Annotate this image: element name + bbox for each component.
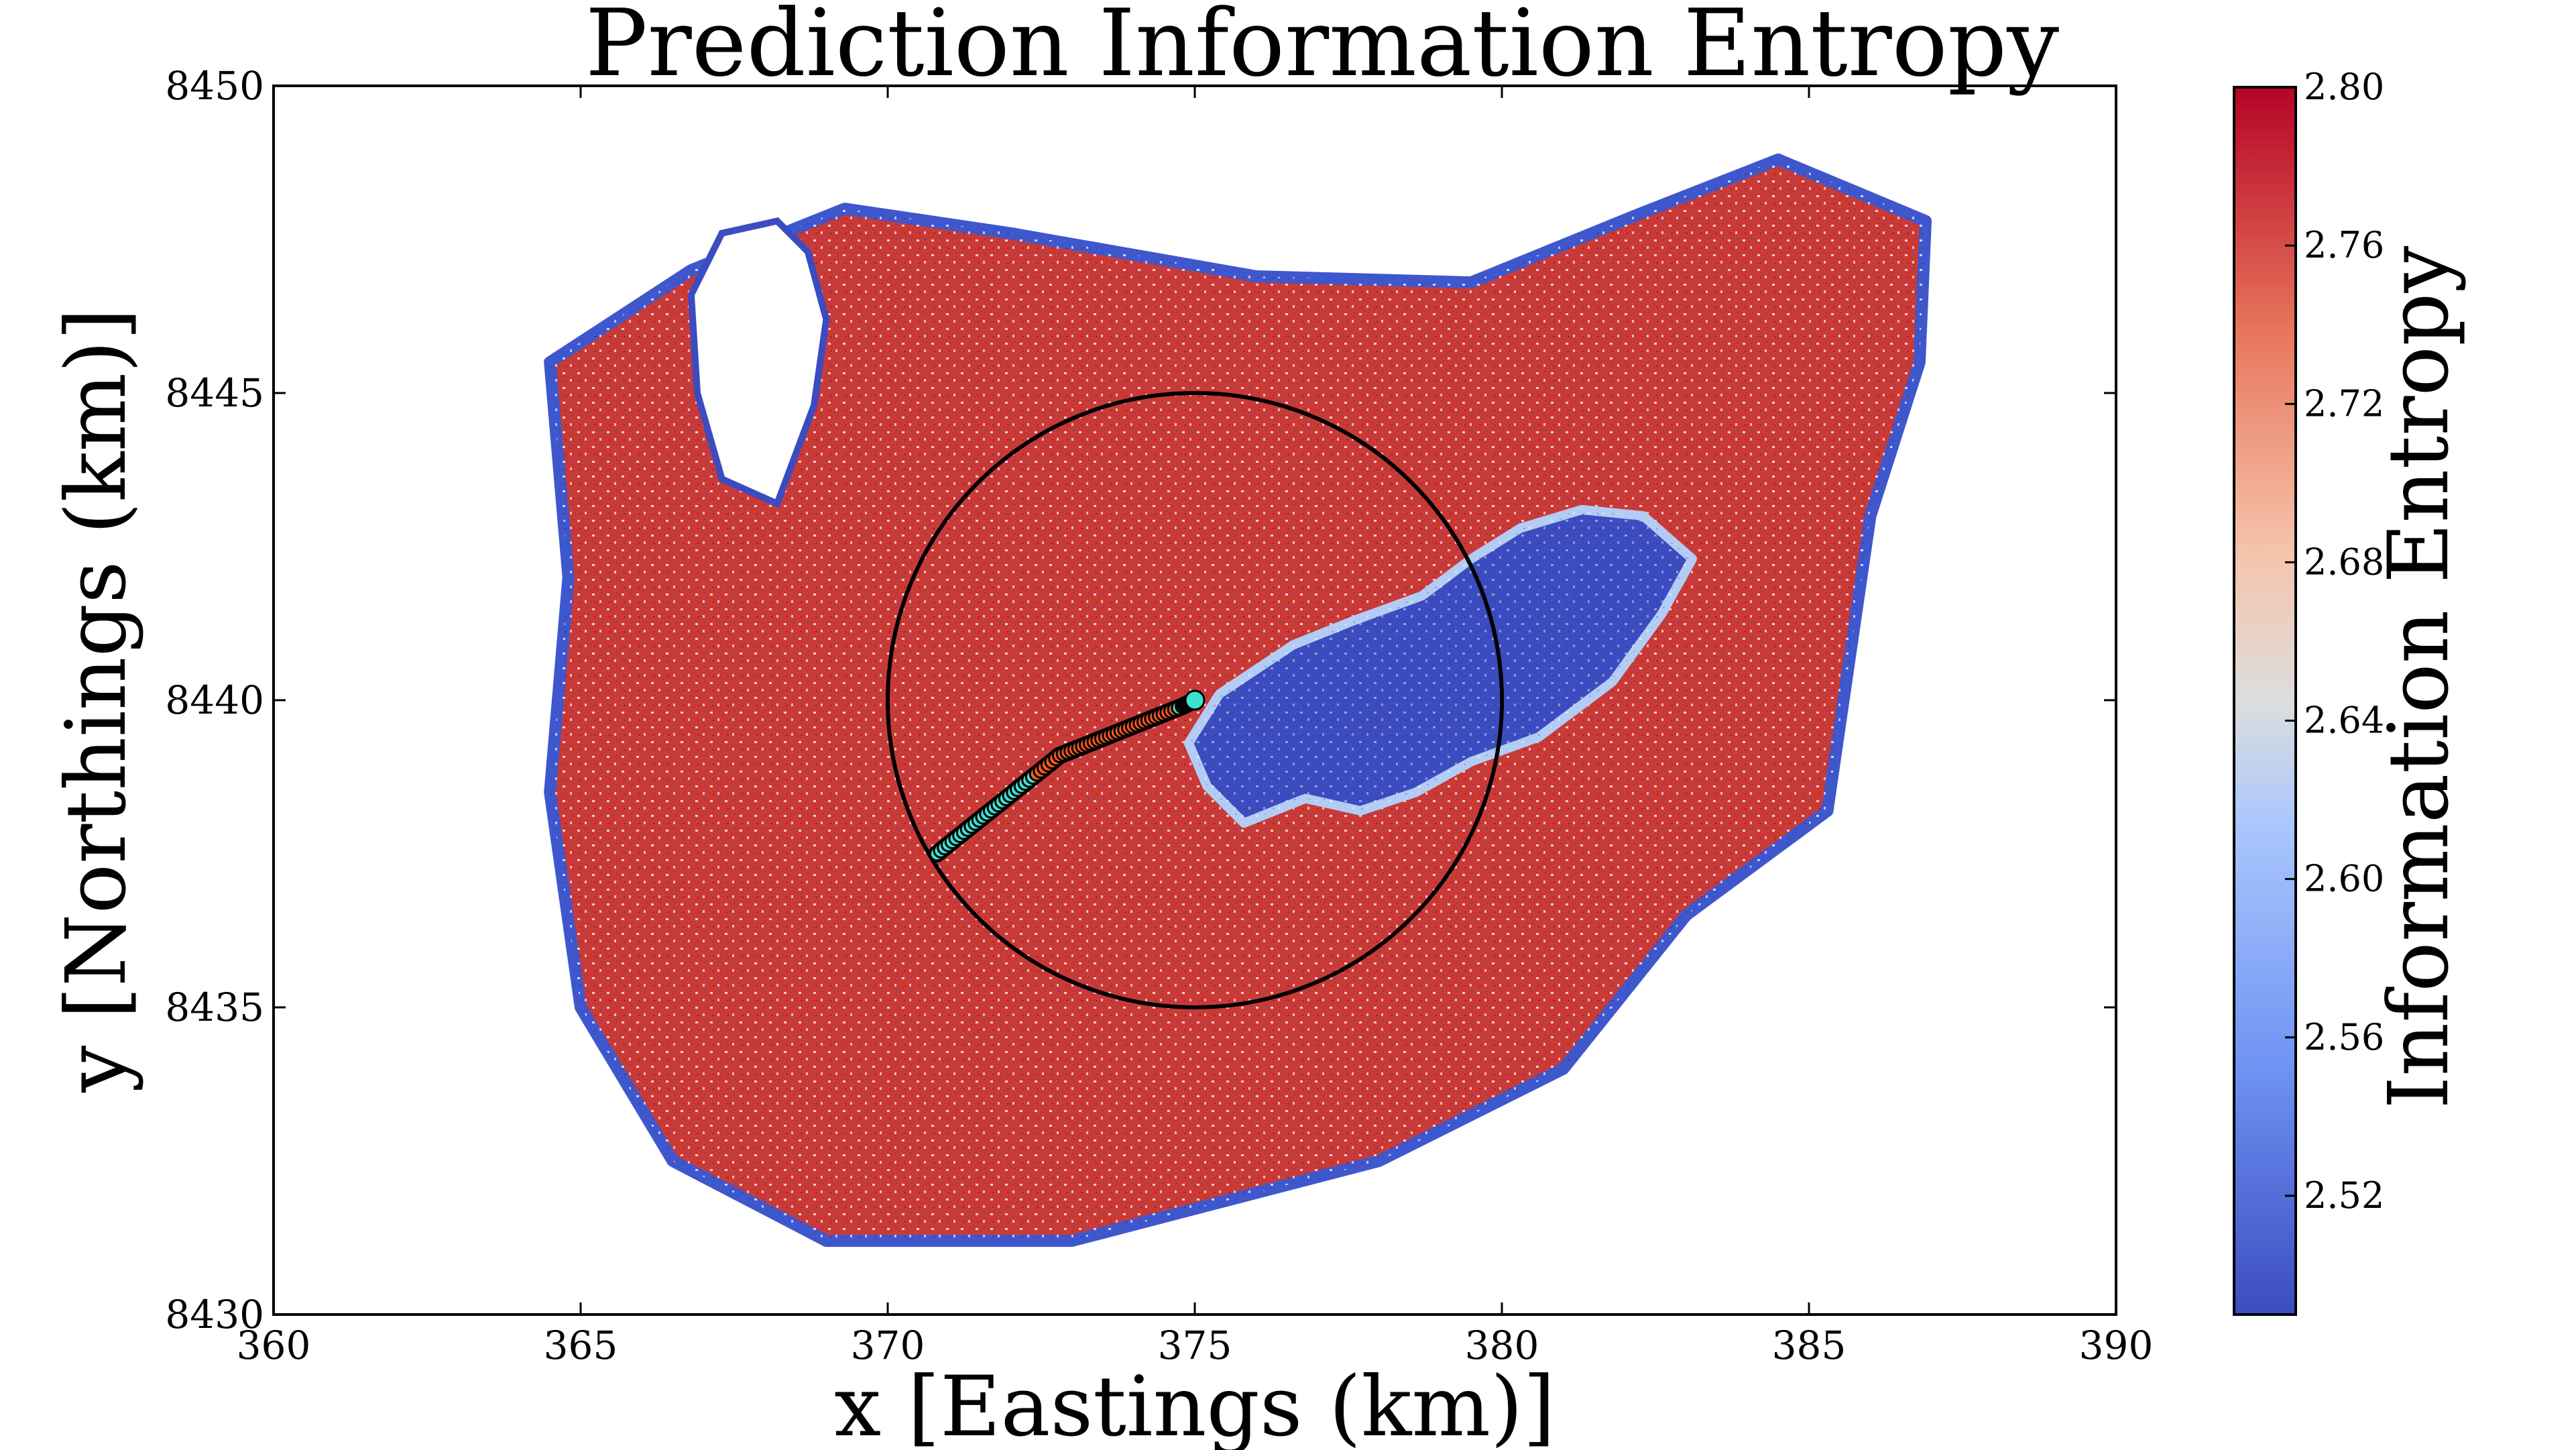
y-tick-label: 8450 [165, 63, 264, 109]
y-tick-label: 8440 [165, 677, 264, 723]
colorbar-tick-label: 2.68 [2304, 541, 2384, 583]
empty-area [687, 217, 830, 508]
y-axis-ticks: 8430 8435 8440 8445 8450 [165, 63, 2116, 1337]
colorbar-tick-label: 2.64 [2304, 700, 2384, 742]
x-tick-label: 380 [1465, 1323, 1539, 1368]
x-axis-label: x [Eastings (km)] [834, 1359, 1555, 1450]
colorbar-label: Information Entropy [2371, 245, 2467, 1109]
x-tick-label: 375 [1158, 1323, 1232, 1368]
search-radius-circle [886, 391, 1504, 1009]
colorbar-tick-label: 2.80 [2304, 66, 2384, 108]
chart-title: Prediction Information Entropy [585, 0, 2059, 97]
colorbar-tick-label: 2.56 [2304, 1016, 2384, 1058]
x-tick-label: 390 [2079, 1323, 2154, 1368]
colorbar-tick-label: 2.52 [2304, 1174, 2384, 1217]
colorbar-tick-label: 2.72 [2304, 382, 2384, 425]
trajectory-path [928, 689, 1206, 862]
colorbar-ticks: 2.52 2.56 2.60 2.64 2.68 2.72 2.76 2.80 [2285, 66, 2384, 1217]
x-tick-label: 370 [851, 1323, 925, 1368]
y-tick-label: 8445 [165, 370, 264, 416]
plot-area [544, 153, 1932, 1247]
x-tick-label: 365 [544, 1323, 618, 1368]
y-tick-label: 8435 [165, 985, 264, 1030]
x-axis-ticks: 360 365 370 375 380 385 390 [237, 86, 2154, 1368]
colorbar [2233, 86, 2297, 1316]
colorbar-tick-label: 2.60 [2304, 858, 2384, 900]
y-tick-label: 8430 [165, 1292, 264, 1337]
path-end-point [1184, 689, 1206, 711]
colorbar-tick-label: 2.76 [2304, 224, 2384, 266]
y-axis-label: y [Northings (km)] [48, 308, 145, 1093]
low-entropy-speckle [1188, 510, 1692, 824]
x-tick-label: 360 [237, 1323, 311, 1368]
x-tick-label: 385 [1772, 1323, 1847, 1368]
